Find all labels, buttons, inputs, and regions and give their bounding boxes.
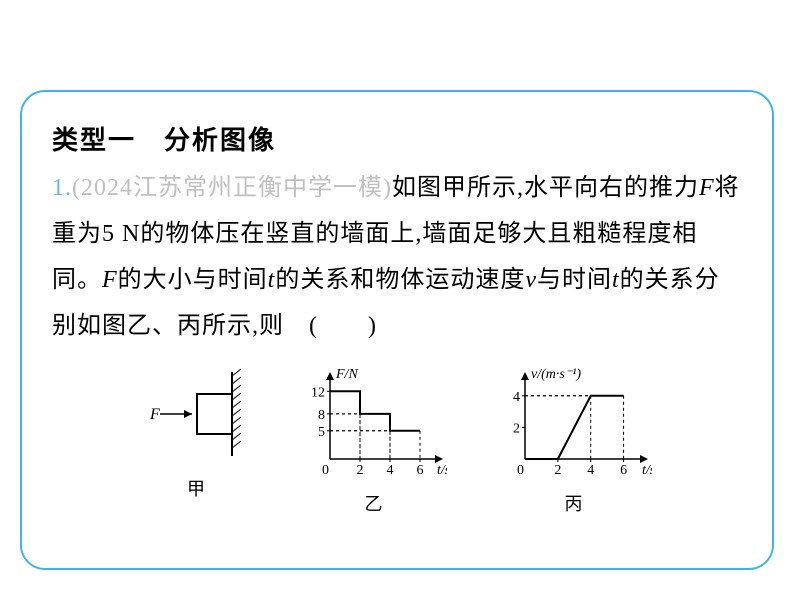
svg-text:4: 4 [387, 463, 394, 478]
q-part5: 与时间 [537, 267, 612, 293]
var-t2: t [612, 267, 620, 293]
svg-text:4: 4 [587, 463, 594, 478]
q-part1: 如图甲所示,水平向右的推力 [392, 175, 699, 201]
question-card: 类型一 分析图像 1.(2024江苏常州正衡中学一模)如图甲所示,水平向右的推力… [20, 90, 774, 570]
label-yi: 乙 [302, 490, 447, 516]
type-heading: 类型一 分析图像 [52, 120, 742, 157]
question-number: 1. [52, 175, 72, 201]
svg-text:2: 2 [513, 421, 520, 436]
question-source: (2024江苏常州正衡中学一模) [72, 175, 392, 201]
svg-text:12: 12 [311, 385, 325, 400]
svg-text:2: 2 [554, 463, 561, 478]
q-part4: 的关系和物体运动速度 [275, 267, 525, 293]
chart-yi: 0 2 4 6 5 8 12 t/s F/N [302, 364, 447, 479]
svg-text:F/N: F/N [335, 367, 358, 382]
svg-text:4: 4 [513, 390, 520, 405]
question-text: 1.(2024江苏常州正衡中学一模)如图甲所示,水平向右的推力F将重为5 N的物… [52, 165, 742, 349]
diagram-jia: F [142, 364, 252, 464]
svg-text:F: F [149, 406, 160, 423]
figure-yi: 0 2 4 6 5 8 12 t/s F/N 乙 [302, 364, 447, 516]
svg-text:2: 2 [357, 463, 364, 478]
svg-text:8: 8 [318, 408, 325, 423]
figure-bing: 0 2 4 6 2 4 t/s v/(m·s⁻¹) 丙 [497, 364, 652, 516]
var-F: F [699, 175, 715, 201]
svg-text:6: 6 [417, 463, 424, 478]
figures-row: F 甲 0 2 4 6 5 8 12 t/s F/N 乙 0 2 4 6 2 4 t/s v/(m·s⁻¹) … [52, 364, 742, 516]
svg-text:6: 6 [620, 463, 627, 478]
svg-text:0: 0 [517, 463, 524, 478]
svg-text:t/s: t/s [437, 463, 447, 478]
svg-text:5: 5 [318, 425, 325, 440]
chart-bing: 0 2 4 6 2 4 t/s v/(m·s⁻¹) [497, 364, 652, 479]
var-v: v [525, 267, 537, 293]
svg-text:t/s: t/s [642, 463, 652, 478]
svg-text:v/(m·s⁻¹): v/(m·s⁻¹) [531, 367, 581, 382]
figure-jia: F 甲 [142, 364, 252, 516]
label-jia: 甲 [142, 475, 252, 501]
label-bing: 丙 [497, 490, 652, 516]
svg-text:0: 0 [322, 463, 329, 478]
q-part3: 的大小与时间 [118, 267, 268, 293]
var-F2: F [102, 267, 118, 293]
